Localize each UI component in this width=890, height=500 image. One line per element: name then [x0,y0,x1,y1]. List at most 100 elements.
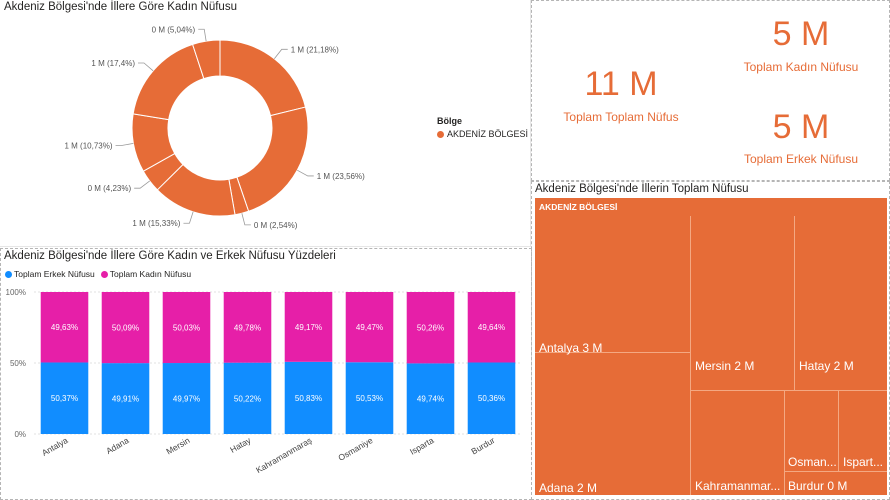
treemap-label-burdur: Burdur 0 M [788,479,848,493]
legend-item-label: AKDENİZ BÖLGESİ [447,129,529,139]
donut-leader-line [134,180,150,189]
legend-item[interactable]: AKDENİZ BÖLGESİ [437,129,528,139]
donut-legend: Bölge AKDENİZ BÖLGESİ [437,116,528,139]
donut-leader-line [274,48,288,60]
bar-segment[interactable] [284,361,333,434]
bar-data-label: 50,53% [356,394,383,403]
donut-data-label: 1 M (10,73%) [65,142,113,151]
treemap-cell-adana[interactable] [535,353,691,495]
donut-data-label: 1 M (21,18%) [291,45,339,54]
legend-item-female[interactable]: Toplam Kadın Nüfusu [100,269,192,279]
treemap-label-antalya: Antalya 3 M [539,341,603,355]
x-tick-label: Isparta [408,435,436,457]
bar-data-label: 50,37% [51,394,78,403]
donut-leader-line [241,213,251,226]
y-tick-label: 50% [10,359,26,368]
bar-segment[interactable] [223,362,272,434]
donut-data-label: 0 M (2,54%) [254,221,298,230]
stacked-bar-title: Akdeniz Bölgesi'nde İllere Göre Kadın ve… [4,250,336,262]
male-population-value: 5 M [772,108,830,146]
x-tick-label: Antalya [40,435,70,458]
bar-segment[interactable] [40,362,89,434]
total-population-value: 11 M [584,65,658,103]
legend-item-male[interactable]: Toplam Erkek Nüfusu [5,269,95,279]
x-tick-label: Kahramanmaraş [254,435,313,475]
donut-data-label: 1 M (23,56%) [317,172,365,181]
stacked-bar-chart: 0% 50% 100% 50,37% 49,63% Antalya 49,91% 50,09%… [6,288,522,475]
treemap-label-mersin: Mersin 2 M [695,359,755,373]
donut-panel: Akdeniz Bölgesi'nde İllere Göre Kadın Nü… [0,0,531,247]
total-population-label: Toplam Toplam Nüfus [563,110,679,124]
treemap-cell-isparta[interactable] [839,391,887,472]
stacked-bar-legend: Toplam Erkek Nüfusu Toplam Kadın Nüfusu [5,269,191,279]
donut-title: Akdeniz Bölgesi'nde İllere Göre Kadın Nü… [4,1,237,13]
stacked-bar-panel: Akdeniz Bölgesi'nde İllere Göre Kadın ve… [0,248,531,500]
treemap: AKDENİZ BÖLGESİ Antalya 3 M Adana 2 M Me… [535,198,887,495]
donut-data-label: 0 M (4,23%) [88,184,132,193]
bar-data-label: 49,97% [173,395,200,404]
bar-data-label: 49,17% [295,323,322,332]
bar-data-label: 50,36% [478,394,505,403]
donut-leader-line [115,143,134,146]
x-tick-label: Adana [104,435,131,456]
bar-segment[interactable] [467,292,516,363]
bar-data-label: 49,78% [234,323,261,332]
bar-data-label: 49,64% [478,323,505,332]
bar-segment[interactable] [406,363,455,434]
legend-title: Bölge [437,116,463,126]
bar-segment[interactable] [284,292,333,362]
donut-slice[interactable] [191,39,221,80]
legend-label-female: Toplam Kadın Nüfusu [109,269,192,279]
female-population-label: Toplam Kadın Nüfusu [743,60,859,74]
bar-data-label: 50,26% [417,324,444,333]
treemap-cell-kahramanmaras[interactable] [691,391,785,495]
bar-segment[interactable] [101,292,150,364]
x-tick-label: Osmaniye [336,435,374,463]
bar-data-label: 50,09% [112,324,139,333]
bar-data-label: 49,47% [356,323,383,332]
cards-panel: 11 M Toplam Toplam Nüfus 5 M Toplam Kadı… [531,0,890,180]
treemap-cell-mersin[interactable] [691,216,795,391]
treemap-cell-antalya[interactable] [535,216,691,353]
bar-segment[interactable] [467,362,516,434]
treemap-cell-osmaniye[interactable] [785,391,839,472]
y-tick-label: 100% [6,288,26,297]
donut-data-label: 0 M (5,04%) [152,25,196,34]
legend-dot-icon [437,130,444,138]
legend-dot-icon [5,270,12,278]
bar-segment[interactable] [223,292,272,363]
bar-data-label: 50,83% [295,394,322,403]
bar-segment[interactable] [162,363,211,434]
treemap-title: Akdeniz Bölgesi'nde İllerin Toplam Nüfus… [535,183,749,195]
male-population-label: Toplam Erkek Nüfusu [743,152,859,166]
legend-dot-icon [100,270,108,278]
donut-leader-line [297,169,314,177]
donut-slice[interactable] [132,43,205,121]
treemap-label-isparta: Ispart... [843,455,884,469]
treemap-label-osmaniye: Osman... [788,455,837,469]
bar-segment[interactable] [345,362,394,434]
donut-leader-line [198,28,207,42]
female-population-value: 5 M [772,15,830,53]
legend-label-male: Toplam Erkek Nüfusu [14,269,95,279]
y-tick-label: 0% [14,430,26,439]
donut-leader-line [138,62,154,72]
bar-segment[interactable] [162,292,211,364]
donut-slice[interactable] [236,106,309,212]
bar-data-label: 50,22% [234,394,261,403]
donut-data-label: 1 M (17,4%) [91,59,135,68]
bar-data-label: 49,63% [51,323,78,332]
donut-leader-line [183,211,194,224]
bar-data-label: 49,91% [112,395,139,404]
treemap-cell-hatay[interactable] [795,216,887,391]
treemap-group-label: AKDENİZ BÖLGESİ [539,202,618,212]
bar-segment[interactable] [101,363,150,434]
treemap-label-kahramanmaras: Kahramanmar... [695,479,781,493]
treemap-label-adana: Adana 2 M [539,481,598,495]
bar-segment[interactable] [406,292,455,364]
bar-data-label: 49,74% [417,395,444,404]
x-tick-label: Burdur [469,435,496,457]
bar-segment[interactable] [345,292,394,363]
x-tick-label: Mersin [164,435,191,457]
bar-segment[interactable] [40,292,89,363]
